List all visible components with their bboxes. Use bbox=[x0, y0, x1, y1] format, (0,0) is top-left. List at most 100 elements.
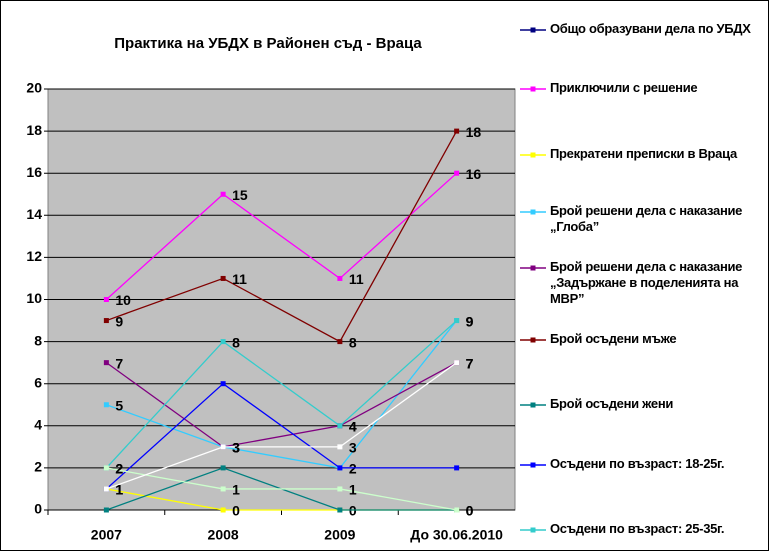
point-marker bbox=[220, 507, 226, 513]
data-label: 2 bbox=[115, 461, 123, 477]
data-label: 9 bbox=[466, 313, 474, 329]
point-marker bbox=[220, 339, 226, 345]
data-label: 16 bbox=[466, 166, 482, 182]
data-label: 9 bbox=[466, 313, 474, 329]
point-marker bbox=[337, 423, 343, 429]
point-marker bbox=[337, 275, 343, 281]
point-marker bbox=[454, 360, 460, 366]
data-label: 15 bbox=[232, 187, 248, 203]
point-marker bbox=[454, 465, 460, 471]
data-label: 3 bbox=[232, 440, 240, 456]
data-label: 7 bbox=[466, 355, 474, 371]
point-marker bbox=[337, 465, 343, 471]
x-tick-label: 2007 bbox=[91, 527, 122, 543]
data-label: 18 bbox=[466, 124, 482, 140]
point-marker bbox=[337, 486, 343, 492]
data-label: 0 bbox=[349, 503, 357, 519]
legend-label: Прекратени преписки в Враца bbox=[550, 146, 737, 161]
series-line bbox=[105, 382, 457, 490]
data-label: 0 bbox=[466, 503, 474, 519]
data-label: 2 bbox=[349, 461, 357, 477]
legend-label: Брой решени дела с наказание „Глоба” bbox=[550, 203, 743, 234]
y-tick-label: 14 bbox=[26, 206, 42, 222]
data-label: 11 bbox=[349, 271, 364, 287]
data-label: 9 bbox=[115, 313, 123, 329]
point-marker bbox=[103, 507, 109, 513]
point-marker bbox=[454, 170, 460, 176]
legend-marker bbox=[530, 86, 536, 92]
point-marker bbox=[103, 402, 109, 408]
y-tick-label: 0 bbox=[34, 501, 42, 517]
x-tick-label: До 30.06.2010 bbox=[410, 527, 503, 543]
legend-marker bbox=[530, 462, 536, 468]
point-marker bbox=[337, 444, 343, 450]
point-marker bbox=[337, 339, 343, 345]
series-line bbox=[106, 130, 458, 343]
legend-label: Брой решени дела с наказание „Задържане … bbox=[550, 259, 743, 306]
legend-label: Брой осъдени жени bbox=[550, 396, 674, 411]
legend-label: Общо образувани дела по УБДХ bbox=[550, 21, 751, 36]
series-line bbox=[105, 320, 458, 469]
data-label: 2 bbox=[115, 461, 123, 477]
data-label: 7 bbox=[466, 355, 474, 371]
y-tick-label: 16 bbox=[26, 164, 42, 180]
point-marker bbox=[103, 360, 109, 366]
point-marker bbox=[103, 465, 109, 471]
legend-marker bbox=[530, 265, 536, 271]
legend-marker bbox=[530, 337, 536, 343]
legend-marker bbox=[530, 402, 536, 408]
data-label: 1 bbox=[349, 482, 357, 498]
y-tick-label: 8 bbox=[34, 332, 42, 348]
data-label: 5 bbox=[115, 397, 123, 413]
series-line bbox=[106, 362, 458, 490]
legend-marker bbox=[530, 209, 536, 215]
y-tick-label: 4 bbox=[34, 417, 42, 433]
point-marker bbox=[454, 128, 460, 134]
y-tick-label: 6 bbox=[34, 374, 42, 390]
point-marker bbox=[103, 297, 109, 302]
data-label: 1 bbox=[232, 482, 240, 498]
legend-label: Приключили с решение bbox=[550, 80, 698, 95]
data-label: 10 bbox=[115, 292, 131, 308]
y-tick-label: 20 bbox=[26, 80, 42, 96]
point-marker bbox=[454, 507, 460, 513]
point-marker bbox=[103, 318, 109, 324]
data-label: 1 bbox=[115, 482, 123, 498]
data-label: 0 bbox=[466, 503, 474, 519]
point-marker bbox=[220, 465, 226, 471]
point-marker bbox=[337, 507, 343, 513]
data-label: 3 bbox=[232, 440, 240, 456]
x-tick-label: 2009 bbox=[324, 527, 355, 543]
data-label: 0 bbox=[232, 503, 240, 519]
data-label: 11 bbox=[232, 271, 247, 287]
y-tick-label: 12 bbox=[26, 248, 42, 264]
y-tick-label: 18 bbox=[26, 122, 42, 138]
point-marker bbox=[220, 486, 226, 492]
legend-marker bbox=[530, 152, 536, 158]
data-label: 8 bbox=[349, 334, 357, 350]
point-marker bbox=[220, 191, 226, 197]
legend-marker bbox=[530, 527, 536, 533]
point-marker bbox=[454, 318, 460, 324]
legend-marker bbox=[530, 27, 536, 33]
point-marker bbox=[220, 444, 226, 450]
data-label: 3 bbox=[232, 440, 240, 456]
data-label: 3 bbox=[349, 440, 357, 456]
data-label: 7 bbox=[115, 355, 123, 371]
point-marker bbox=[103, 486, 109, 492]
legend-label: Брой осъдени мъже bbox=[550, 331, 677, 346]
point-marker bbox=[220, 275, 226, 281]
series-line bbox=[106, 467, 457, 511]
point-marker bbox=[220, 381, 226, 387]
chart-title: Практика на УБДХ в Районен съд - Враца bbox=[114, 35, 422, 52]
legend-label: Осъдени по възраст: 25-35г. bbox=[550, 521, 725, 536]
legend-label: Осъдени по възраст: 18-25г. bbox=[550, 456, 725, 471]
data-label: 1 bbox=[115, 482, 123, 498]
data-label: 8 bbox=[232, 334, 240, 350]
data-label: 4 bbox=[349, 419, 357, 435]
data-label: 4 bbox=[349, 419, 357, 435]
series-line bbox=[105, 172, 458, 300]
y-tick-label: 2 bbox=[34, 459, 42, 475]
